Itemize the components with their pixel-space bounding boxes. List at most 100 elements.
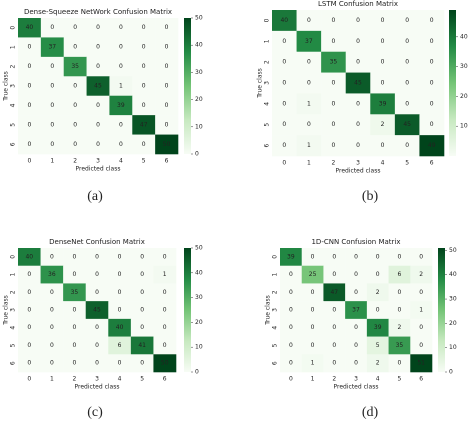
heatmap-cell [410, 283, 433, 302]
colorbar-tick-label: 30 [195, 294, 203, 301]
x-tick-label: 0 [282, 160, 286, 167]
heatmap-cell [63, 134, 87, 155]
cell-label: 35 [396, 342, 404, 349]
cell-label: 0 [140, 253, 144, 260]
cell-label: 0 [405, 38, 409, 45]
y-tick-label: 5 [10, 123, 17, 127]
heatmap-cell [296, 30, 322, 53]
y-tick-label: 6 [10, 142, 17, 146]
y-axis-label: True class [265, 295, 272, 326]
heatmap-cell [40, 301, 64, 320]
heatmap-cell [155, 18, 179, 38]
cell-label: 2 [376, 289, 380, 296]
heatmap-cell [301, 354, 324, 373]
y-tick-label: 1 [10, 272, 17, 276]
heatmap-cell [370, 72, 396, 94]
cell-label: 0 [73, 324, 77, 331]
cell-label: 0 [289, 307, 293, 314]
cell-label: 0 [405, 100, 409, 107]
heatmap-cell [155, 95, 179, 116]
cell-label: 0 [332, 324, 336, 331]
heatmap-cell [153, 248, 177, 267]
cell-label: 0 [165, 102, 169, 109]
heatmap-cell [86, 56, 110, 77]
heatmap-cell [366, 301, 389, 320]
cell-label: 0 [27, 342, 31, 349]
cell-label: 0 [50, 289, 54, 296]
heatmap-cell [366, 265, 389, 284]
cell-label: 0 [354, 253, 358, 260]
caption: (d) [362, 405, 379, 420]
cell-label: 1 [307, 142, 311, 149]
cell-label: 0 [27, 324, 31, 331]
heatmap-cell [40, 318, 64, 337]
caption: (b) [362, 189, 379, 204]
x-tick-label: 5 [142, 158, 146, 165]
heatmap-cell [370, 93, 396, 115]
cell-label: 0 [282, 142, 286, 149]
colorbar [184, 248, 191, 372]
cell-label: 0 [118, 360, 122, 367]
cell-label: 0 [142, 63, 146, 70]
cell-label: 0 [28, 102, 32, 109]
cell-label: 35 [71, 63, 79, 70]
colorbar-tick-label: 10 [460, 123, 468, 130]
heatmap-cell [394, 72, 420, 94]
cell-label: 0 [27, 289, 31, 296]
heatmap-cell [394, 114, 420, 136]
heatmap-cell [345, 30, 371, 53]
cell-label: 0 [163, 324, 167, 331]
cell-label: 0 [142, 141, 146, 148]
heatmap-cell [63, 56, 87, 77]
cell-label: 6 [118, 342, 122, 349]
cell-label: 1 [119, 83, 123, 90]
heatmap-cell [63, 248, 87, 267]
y-tick-label: 5 [10, 343, 17, 347]
y-tick-label: 1 [272, 272, 279, 276]
cell-label: 0 [96, 141, 100, 148]
heatmap-cell [366, 336, 389, 355]
y-tick-label: 3 [264, 81, 271, 85]
cell-label: 39 [287, 253, 295, 260]
heatmap-cell [323, 301, 346, 320]
cell-label: 0 [95, 324, 99, 331]
cell-label: 0 [381, 142, 385, 149]
heatmap-cell [388, 318, 411, 337]
y-axis-label: True class [257, 68, 264, 99]
cell-label: 0 [142, 102, 146, 109]
cell-label: 0 [140, 289, 144, 296]
heatmap-cell [18, 318, 41, 337]
cell-label: 50 [163, 141, 171, 148]
heatmap-cell [40, 115, 65, 135]
x-tick-label: 2 [332, 160, 336, 167]
cell-label: 0 [96, 102, 100, 109]
colorbar-tick-label: 20 [195, 319, 203, 326]
heatmap-cell [345, 301, 368, 320]
x-tick-label: 4 [381, 160, 385, 167]
colorbar-tick-label: 40 [195, 269, 203, 276]
heatmap-cell [272, 30, 297, 53]
heatmap-cell [86, 134, 110, 155]
heatmap-cell [109, 76, 133, 97]
cell-label: 35 [71, 289, 79, 296]
cell-label: 0 [381, 17, 385, 24]
heatmap-cell [272, 72, 297, 94]
cell-label: 0 [28, 141, 32, 148]
heatmap-cell [366, 248, 389, 267]
cell-label: 1 [307, 100, 311, 107]
cell-label: 0 [140, 307, 144, 314]
heatmap-cell [63, 283, 87, 302]
heatmap-cell [153, 336, 177, 355]
heatmap-cell [40, 37, 65, 58]
cell-label: 0 [50, 63, 54, 70]
cell-label: 0 [119, 141, 123, 148]
cell-label: 0 [356, 59, 360, 66]
cell-label: 45 [94, 83, 102, 90]
colorbar [184, 18, 191, 154]
x-axis-label: Predicted class [334, 384, 379, 391]
cell-label: 1 [311, 360, 315, 367]
heatmap-cell [40, 265, 64, 284]
cell-label: 0 [282, 80, 286, 87]
heatmap-cell [18, 37, 42, 58]
cell-label: 0 [289, 360, 293, 367]
